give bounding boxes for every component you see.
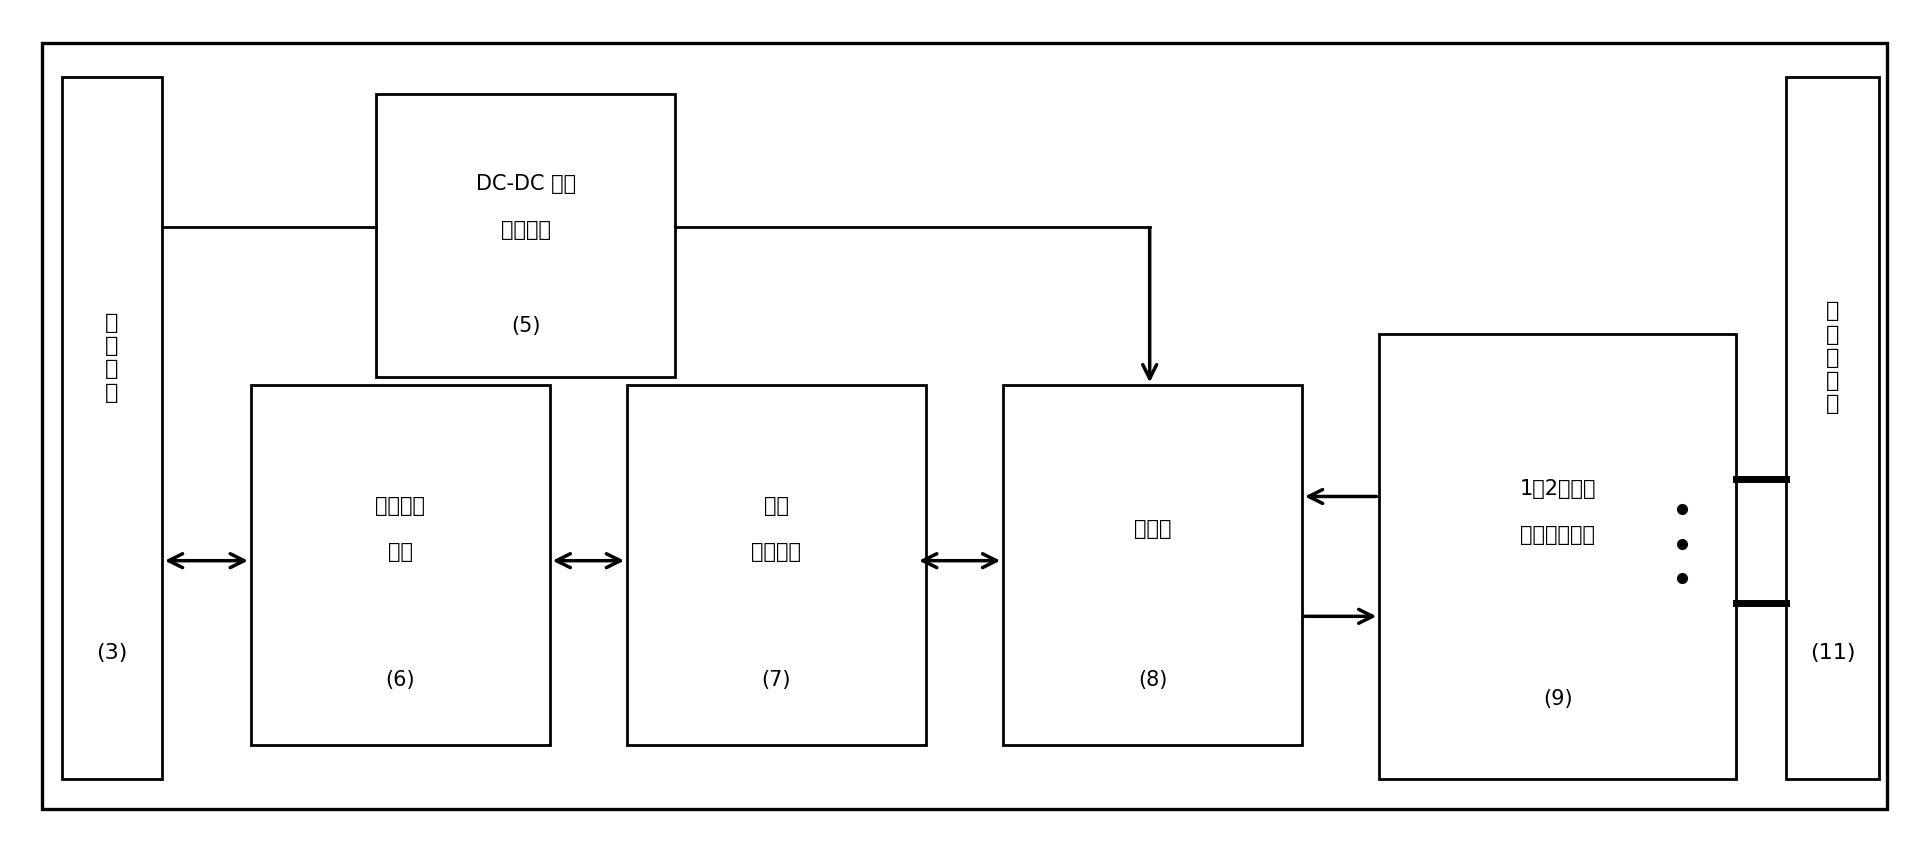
Bar: [62, 77, 162, 779]
Text: 通信

隔离电路: 通信 隔离电路: [752, 496, 801, 562]
Text: (5): (5): [511, 316, 540, 336]
Bar: [627, 385, 926, 745]
Bar: [42, 43, 1887, 809]
Text: 串
行
总
线: 串 行 总 线: [106, 313, 118, 402]
Text: (7): (7): [762, 670, 791, 690]
Bar: [1379, 334, 1736, 779]
Text: 单片机: 单片机: [1134, 519, 1171, 539]
Text: DC-DC 电源

转换电路: DC-DC 电源 转换电路: [476, 174, 575, 241]
Text: (11): (11): [1809, 643, 1856, 663]
Text: 串行通信

驱动: 串行通信 驱动: [376, 496, 424, 562]
Bar: [251, 385, 550, 745]
Text: 1或2路模拟

信号采集电路: 1或2路模拟 信号采集电路: [1520, 479, 1595, 545]
Text: (3): (3): [96, 643, 127, 663]
Text: (6): (6): [386, 670, 415, 690]
Text: 传
感
器
接
口: 传 感 器 接 口: [1827, 301, 1838, 414]
Text: (9): (9): [1543, 689, 1572, 709]
Bar: [1786, 77, 1879, 779]
Bar: [1003, 385, 1302, 745]
Text: (8): (8): [1138, 670, 1167, 690]
Bar: [376, 94, 675, 377]
